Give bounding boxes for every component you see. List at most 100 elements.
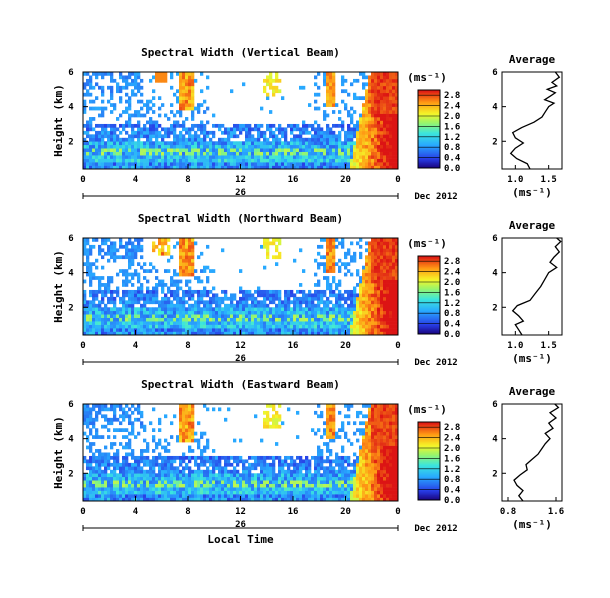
heatmap-cell	[278, 289, 282, 294]
heatmap-cell	[185, 466, 189, 471]
heatmap-cell	[323, 165, 327, 170]
heatmap-cell	[275, 473, 279, 478]
colorbar-swatch	[418, 135, 440, 138]
heatmap-cell	[107, 407, 111, 412]
heatmap-cell	[254, 494, 258, 498]
heatmap-cell	[122, 293, 126, 298]
heatmap-cell	[107, 283, 111, 287]
heatmap-cell	[134, 466, 138, 471]
heatmap-cell	[182, 452, 186, 457]
heatmap-cell	[284, 469, 288, 474]
heatmap-cell	[365, 82, 369, 87]
heatmap-cell	[179, 494, 183, 498]
heatmap-cell	[374, 328, 378, 332]
heatmap-cell	[122, 314, 126, 318]
heatmap-cell	[254, 317, 258, 322]
heatmap-cell	[347, 289, 351, 294]
heatmap-cell	[356, 272, 360, 277]
heatmap-cell	[341, 238, 345, 242]
heatmap-cell	[206, 310, 210, 315]
heatmap-cell	[374, 279, 378, 284]
heatmap-cell	[161, 283, 165, 287]
heatmap-cell	[125, 293, 129, 298]
heatmap-cell	[179, 113, 183, 118]
heatmap-cell	[203, 431, 207, 436]
heatmap-cell	[380, 103, 384, 107]
heatmap-cell	[257, 310, 261, 315]
heatmap-cell	[161, 497, 165, 502]
heatmap-cell	[347, 127, 351, 132]
heatmap-cell	[125, 497, 129, 502]
heatmap-cell	[122, 296, 126, 301]
heatmap-cell	[206, 483, 210, 488]
heatmap-cell	[365, 283, 369, 287]
heatmap-cell	[332, 248, 336, 253]
heatmap-cell	[272, 483, 276, 488]
heatmap-cell	[125, 99, 129, 104]
heatmap-cell	[113, 435, 117, 439]
heatmap-cell	[179, 272, 183, 277]
heatmap-cell	[239, 490, 243, 495]
colorbar-swatch	[418, 95, 440, 97]
heatmap-cell	[392, 141, 396, 146]
heatmap-cell	[182, 473, 186, 478]
heatmap-cell	[122, 244, 126, 249]
heatmap-cell	[335, 262, 339, 267]
heatmap-cell	[194, 134, 198, 139]
heatmap-cell	[245, 289, 249, 294]
heatmap-cell	[98, 407, 102, 412]
heatmap-cell	[233, 438, 237, 443]
heatmap-cell	[215, 321, 219, 325]
heatmap-cell	[368, 127, 372, 132]
heatmap-cell	[383, 310, 387, 315]
heatmap-cell	[86, 262, 90, 267]
heatmap-cell	[98, 483, 102, 488]
heatmap-cell	[188, 487, 192, 491]
heatmap-cell	[374, 96, 378, 101]
heatmap-cell	[230, 480, 234, 484]
heatmap-cell	[245, 469, 249, 474]
heatmap-cell	[179, 123, 183, 128]
heatmap-cell	[230, 165, 234, 170]
heatmap-cell	[188, 296, 192, 301]
heatmap-cell	[344, 255, 348, 260]
heatmap-cell	[179, 162, 183, 166]
heatmap-cell	[386, 75, 390, 80]
heatmap-cell	[191, 328, 195, 332]
heatmap-cell	[302, 314, 306, 318]
heatmap-cell	[227, 480, 231, 484]
heatmap-cell	[122, 321, 126, 325]
heatmap-cell	[326, 324, 330, 329]
heatmap-cell	[149, 331, 153, 336]
colorbar-swatch	[418, 275, 440, 278]
colorbar-swatch	[418, 256, 440, 258]
heatmap-cell	[164, 466, 168, 471]
heatmap-cell	[173, 137, 177, 142]
heatmap-cell	[305, 151, 309, 156]
heatmap-cell	[380, 155, 384, 159]
heatmap-cell	[215, 123, 219, 128]
heatmap-cell	[158, 421, 162, 426]
heatmap-cell	[92, 151, 96, 156]
heatmap-cell	[167, 286, 171, 291]
heatmap-cell	[206, 442, 210, 446]
heatmap-cell	[368, 286, 372, 291]
heatmap-cell	[104, 466, 108, 471]
heatmap-cell	[296, 144, 300, 149]
heatmap-cell	[284, 314, 288, 318]
heatmap-cell	[122, 455, 126, 460]
heatmap-cell	[221, 144, 225, 149]
heatmap-cell	[332, 265, 336, 270]
heatmap-cell	[167, 307, 171, 312]
heatmap-cell	[257, 127, 261, 132]
heatmap-cell	[164, 130, 168, 135]
heatmap-cell	[254, 414, 258, 419]
heatmap-cell	[188, 483, 192, 488]
heatmap-cell	[95, 455, 99, 460]
heatmap-cell	[329, 255, 333, 260]
heatmap-cell	[239, 494, 243, 498]
heatmap-cell	[197, 255, 201, 260]
heatmap-cell	[224, 127, 228, 132]
heatmap-cell	[329, 162, 333, 166]
heatmap-cell	[344, 103, 348, 107]
